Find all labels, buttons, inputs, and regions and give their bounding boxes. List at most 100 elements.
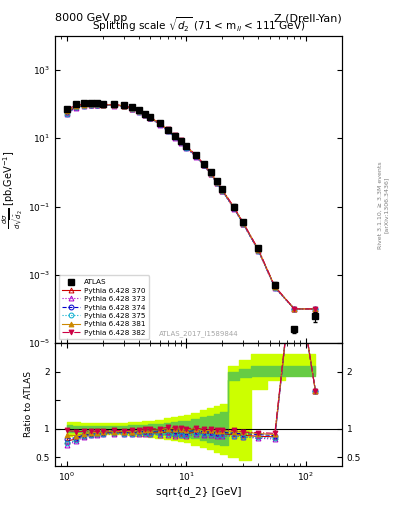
Pythia 6.428 374	[208, 170, 213, 176]
Pythia 6.428 373	[129, 106, 134, 112]
Pythia 6.428 375	[172, 134, 177, 140]
Pythia 6.428 382	[95, 101, 99, 107]
Pythia 6.428 375	[215, 180, 219, 186]
Pythia 6.428 375	[64, 111, 69, 117]
Pythia 6.428 374	[201, 161, 206, 167]
Pythia 6.428 375	[121, 103, 126, 109]
Pythia 6.428 374	[241, 220, 246, 226]
Pythia 6.428 382	[165, 126, 170, 132]
Pythia 6.428 374	[313, 306, 318, 312]
Pythia 6.428 370	[100, 102, 105, 108]
Pythia 6.428 373	[157, 121, 162, 127]
Pythia 6.428 381	[112, 102, 117, 108]
Pythia 6.428 375	[272, 285, 277, 291]
Pythia 6.428 373	[292, 306, 297, 312]
Pythia 6.428 374	[220, 187, 225, 194]
Pythia 6.428 373	[215, 180, 219, 186]
Pythia 6.428 374	[82, 102, 86, 108]
Pythia 6.428 381	[201, 161, 206, 167]
Line: Pythia 6.428 374: Pythia 6.428 374	[64, 102, 318, 311]
Pythia 6.428 370	[121, 103, 126, 109]
Pythia 6.428 373	[148, 115, 152, 121]
Line: Pythia 6.428 375: Pythia 6.428 375	[64, 102, 318, 311]
Pythia 6.428 373	[241, 221, 246, 227]
Pythia 6.428 370	[157, 121, 162, 127]
Pythia 6.428 374	[148, 115, 152, 121]
Pythia 6.428 370	[208, 170, 213, 177]
Pythia 6.428 370	[193, 153, 198, 159]
Pythia 6.428 381	[64, 108, 69, 114]
Pythia 6.428 381	[241, 220, 246, 226]
Pythia 6.428 381	[272, 284, 277, 290]
Pythia 6.428 370	[220, 188, 225, 194]
Line: Pythia 6.428 381: Pythia 6.428 381	[64, 102, 318, 311]
Pythia 6.428 381	[74, 103, 79, 109]
Pythia 6.428 382	[129, 105, 134, 111]
Pythia 6.428 375	[292, 306, 297, 312]
Pythia 6.428 374	[136, 108, 141, 114]
Pythia 6.428 375	[142, 112, 147, 118]
Pythia 6.428 375	[178, 139, 183, 145]
Pythia 6.428 373	[100, 102, 105, 109]
Pythia 6.428 373	[89, 102, 94, 108]
Pythia 6.428 375	[148, 115, 152, 121]
Pythia 6.428 373	[95, 102, 99, 108]
Pythia 6.428 374	[272, 284, 277, 290]
Pythia 6.428 375	[241, 221, 246, 227]
Pythia 6.428 374	[292, 306, 297, 312]
Pythia 6.428 381	[184, 143, 189, 149]
Pythia 6.428 374	[129, 105, 134, 112]
Pythia 6.428 370	[231, 205, 236, 211]
Pythia 6.428 381	[95, 101, 99, 108]
Pythia 6.428 375	[100, 102, 105, 108]
Pythia 6.428 373	[201, 162, 206, 168]
Pythia 6.428 370	[201, 162, 206, 168]
Pythia 6.428 374	[231, 205, 236, 211]
Pythia 6.428 382	[172, 132, 177, 138]
Pythia 6.428 381	[178, 138, 183, 144]
Pythia 6.428 382	[157, 120, 162, 126]
Pythia 6.428 375	[256, 247, 261, 253]
Pythia 6.428 374	[74, 103, 79, 110]
Pythia 6.428 382	[184, 143, 189, 149]
Pythia 6.428 381	[129, 105, 134, 111]
Pythia 6.428 381	[172, 133, 177, 139]
Pythia 6.428 374	[256, 247, 261, 253]
Pythia 6.428 370	[142, 112, 147, 118]
Pythia 6.428 375	[193, 153, 198, 159]
Pythia 6.428 373	[172, 135, 177, 141]
Pythia 6.428 370	[89, 102, 94, 108]
Pythia 6.428 374	[112, 102, 117, 108]
Pythia 6.428 370	[172, 134, 177, 140]
Pythia 6.428 370	[272, 284, 277, 290]
Pythia 6.428 375	[313, 306, 318, 312]
Pythia 6.428 375	[136, 109, 141, 115]
Pythia 6.428 374	[121, 103, 126, 109]
Pythia 6.428 373	[64, 111, 69, 117]
Pythia 6.428 375	[89, 102, 94, 108]
Pythia 6.428 381	[231, 204, 236, 210]
Pythia 6.428 373	[165, 128, 170, 134]
Pythia 6.428 382	[313, 306, 318, 312]
Pythia 6.428 374	[184, 143, 189, 150]
Pythia 6.428 373	[256, 248, 261, 254]
Pythia 6.428 374	[172, 133, 177, 139]
Pythia 6.428 381	[193, 152, 198, 158]
Text: Rivet 3.1.10, ≥ 3.3M events
[arXiv:1306.3436]: Rivet 3.1.10, ≥ 3.3M events [arXiv:1306.…	[378, 161, 389, 249]
Pythia 6.428 382	[142, 111, 147, 117]
Text: 8000 GeV pp: 8000 GeV pp	[55, 13, 127, 23]
Pythia 6.428 381	[157, 120, 162, 126]
Pythia 6.428 373	[220, 188, 225, 195]
Y-axis label: Ratio to ATLAS: Ratio to ATLAS	[24, 372, 33, 437]
Pythia 6.428 382	[89, 101, 94, 107]
Pythia 6.428 370	[292, 306, 297, 312]
Line: Pythia 6.428 370: Pythia 6.428 370	[64, 102, 318, 311]
Pythia 6.428 382	[148, 114, 152, 120]
Pythia 6.428 382	[241, 220, 246, 226]
Pythia 6.428 370	[165, 127, 170, 134]
Pythia 6.428 374	[64, 109, 69, 115]
X-axis label: sqrt{d_2} [GeV]: sqrt{d_2} [GeV]	[156, 486, 241, 497]
Pythia 6.428 374	[193, 153, 198, 159]
Pythia 6.428 382	[272, 283, 277, 289]
Pythia 6.428 382	[208, 169, 213, 176]
